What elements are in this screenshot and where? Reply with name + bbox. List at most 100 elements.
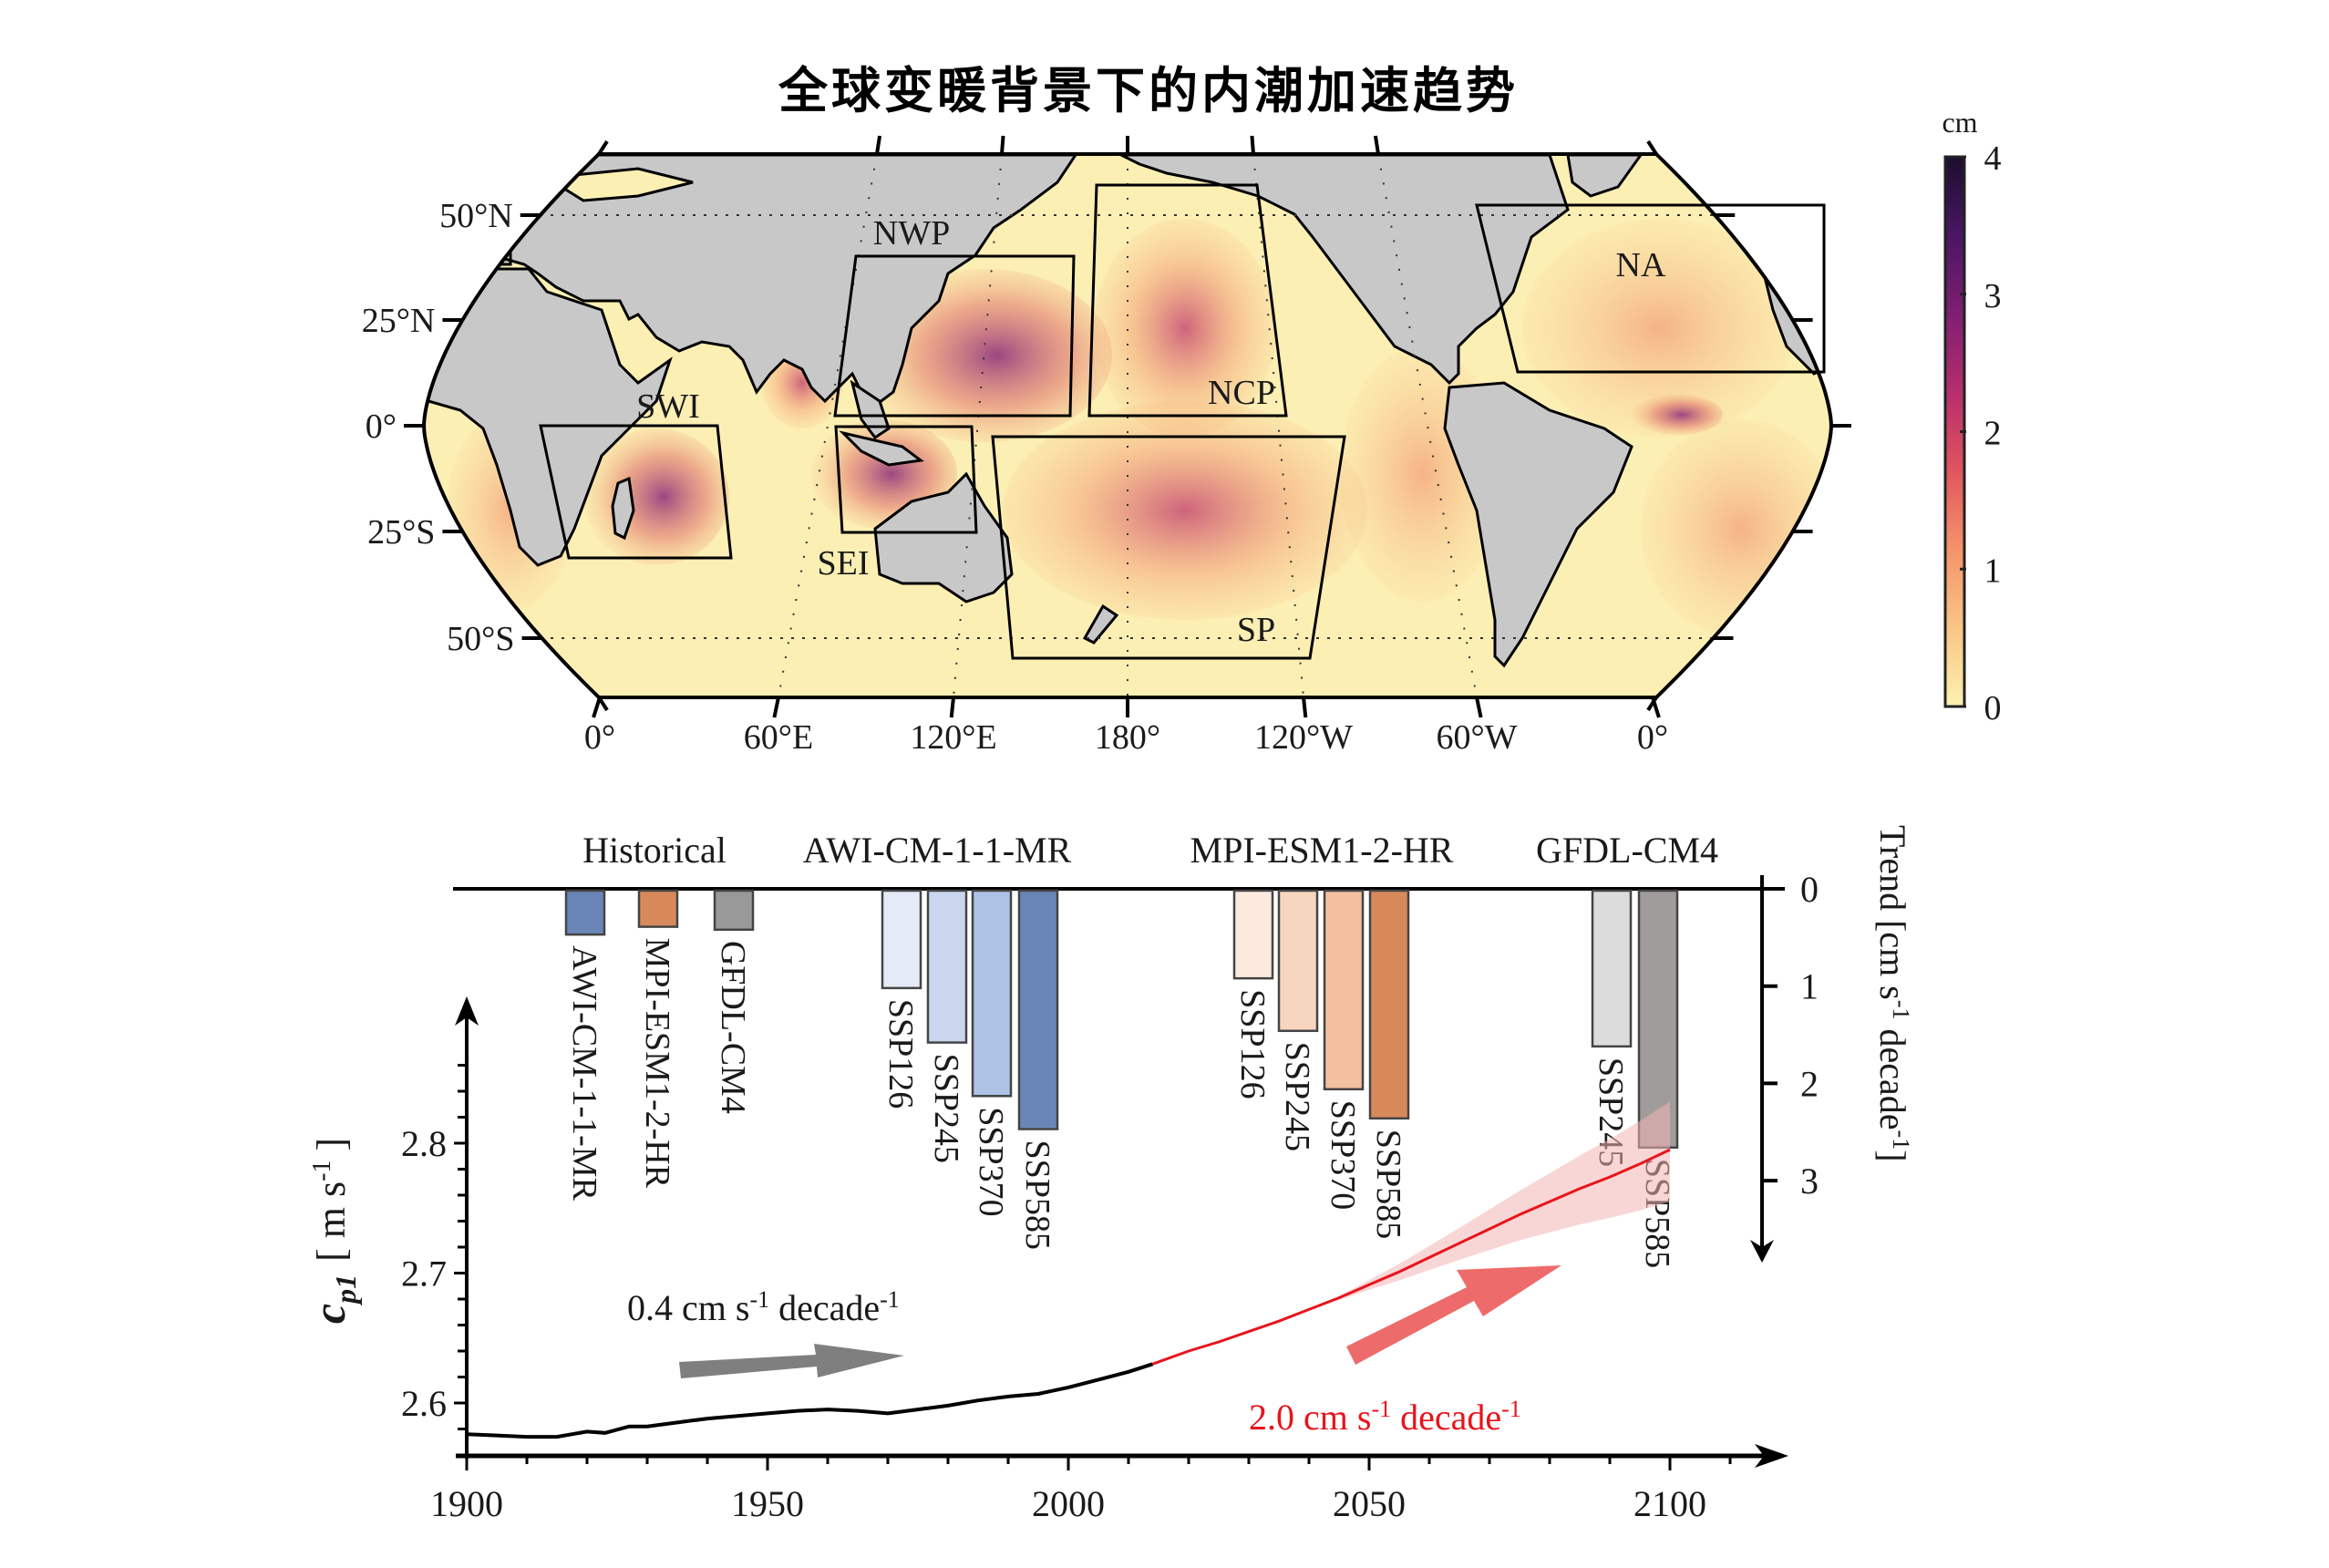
trend-tick-label: 2 [1800,1063,1819,1104]
year-tick-label: 1900 [430,1483,503,1524]
region-boxes [539,183,1826,660]
map-content [426,154,1831,697]
land-africa [427,267,673,567]
label-sp: SP [1237,611,1275,649]
map-corner-tick [597,139,609,156]
trend-bar [1368,889,1410,1120]
cp1-label-unit: [ m s [309,1181,354,1262]
trend-bar [971,889,1013,1098]
bar-group-titles: Historical AWI-CM-1-1-MR MPI-ESM1-2-HR G… [582,830,1718,871]
trend-tick-label: 3 [1800,1161,1819,1202]
cp1-tick-label: 2.8 [401,1123,447,1164]
trend-bar [881,889,922,990]
land-australia [873,471,1014,603]
land-eurasia [426,154,1078,407]
ann2-b: decade [1391,1397,1501,1438]
land-indonesia [839,430,924,467]
colorbar-tick-label: 4 [1984,139,2002,178]
colorbar: cm 0 1 2 3 4 [1942,106,2001,727]
longitude-axis: 0° 60°E 120°E 180° 120°W 60°W 0° [584,135,1668,757]
land-new-zealand [1082,603,1119,645]
lon-tick-top [1000,135,1005,155]
lon-tick-label: 0° [1637,718,1668,757]
hotspot-ncp [1094,219,1276,438]
box-swi [539,424,733,560]
trend-bar [926,889,968,1044]
projection-uncertainty-band [1309,1101,1670,1310]
cp1-label-var: c [304,1304,355,1324]
colorbar-tick-label: 0 [1984,689,2002,727]
cp1-label-close: ] [309,1138,354,1151]
year-tick-label: 2100 [1633,1483,1706,1524]
map-corner-tick [597,696,609,712]
lat-tick-label: 0° [366,407,397,446]
label-swi: SWI [636,387,700,426]
trend-label-mid: decade [1872,1020,1913,1130]
trend-bar-label: SSP370 [1324,1100,1362,1210]
lon-tick-label: 120°W [1254,718,1353,757]
trend-bar [564,889,606,936]
ann2-a: 2.0 cm s [1249,1397,1371,1438]
lon-tick-bottom [772,696,780,718]
box-sp [991,435,1346,660]
land-south-america [1443,381,1633,668]
cp1-axis-ticks: 2.6 2.7 2.8 [401,1064,467,1430]
hotspot-na [1522,219,1796,438]
trend-bar-label: SSP245 [1278,1042,1316,1151]
graticule [474,214,1787,639]
ann1-a: 0.4 cm s [627,1287,749,1328]
year-tick-label: 2050 [1333,1483,1406,1524]
trend-bar-label: SSP585 [1018,1140,1056,1250]
map-corner-tick [1646,696,1658,712]
lon-tick-label: 60°W [1436,718,1517,757]
trend-axis-label: Trend [cm s-1 decade-1] [1872,825,1914,1162]
land [426,154,1831,668]
lon-tick-top [1373,135,1380,155]
lon-tick-label: 60°E [744,718,813,757]
projection-line [1151,1148,1671,1366]
trend-arrow-projection [1346,1265,1561,1365]
global-map: NWP NCP SWI SEI SP NA 50°N 25°N 0° 25°S 50°S… [362,135,1851,757]
box-na [1475,203,1826,374]
historical-line [466,1362,1154,1439]
lon-tick-label: 180° [1095,718,1160,757]
lon-tick-bottom [592,696,602,718]
ann2-e2: -1 [1501,1396,1521,1422]
trend-axis-arrow [1750,1240,1774,1263]
trend-bar [1017,889,1059,1130]
colorbar-unit: cm [1942,106,1977,139]
figure-title: 全球变暖背景下的内潮加速趋势 [778,62,1519,119]
cp1-axis-label: cp1 [ m s-1] [304,1138,362,1324]
trend-label-base: Trend [cm s [1872,825,1913,1000]
region-labels: NWP NCP SWI SEI SP NA [636,214,1666,649]
cp1-tick-label: 2.7 [401,1253,447,1295]
trend-label-exp2: -1 [1888,1130,1914,1150]
lat-tick-label: 50°N [439,197,513,235]
colorbar-tick-label: 3 [1984,277,2002,315]
cp1-label-exp: -1 [308,1161,336,1181]
land-se-asia [850,379,891,440]
trend-bar-label: SSP245 [927,1054,965,1163]
cp1-label-sub: p1 [329,1274,362,1306]
trend-arrow-historical [679,1344,904,1378]
trend-bar-label: MPI-ESM1-2-HR [638,938,676,1189]
ann2-e1: -1 [1371,1396,1391,1422]
year-tick-label: 2000 [1032,1483,1105,1524]
lon-tick-top [1250,135,1255,155]
annotation-projection-rate: 2.0 cm s-1 decade-1 [1249,1396,1521,1438]
land-north-america [1120,154,1570,386]
trend-bar-label: SSP126 [1233,989,1272,1099]
trend-bar [713,889,755,932]
trend-bar-label: SSP370 [972,1107,1010,1216]
trend-bar-label: GFDL-CM4 [714,941,752,1114]
group-title-awi: AWI-CM-1-1-MR [803,830,1072,871]
trend-tick-label: 0 [1800,869,1819,910]
ann1-b: decade [769,1287,880,1328]
colorbar-tick-label: 2 [1984,415,2002,453]
group-title-mpi: MPI-ESM1-2-HR [1190,830,1454,871]
trend-bar [1637,889,1679,1150]
label-nwp: NWP [873,214,950,253]
colorbar-tick-label: 1 [1984,552,2002,590]
